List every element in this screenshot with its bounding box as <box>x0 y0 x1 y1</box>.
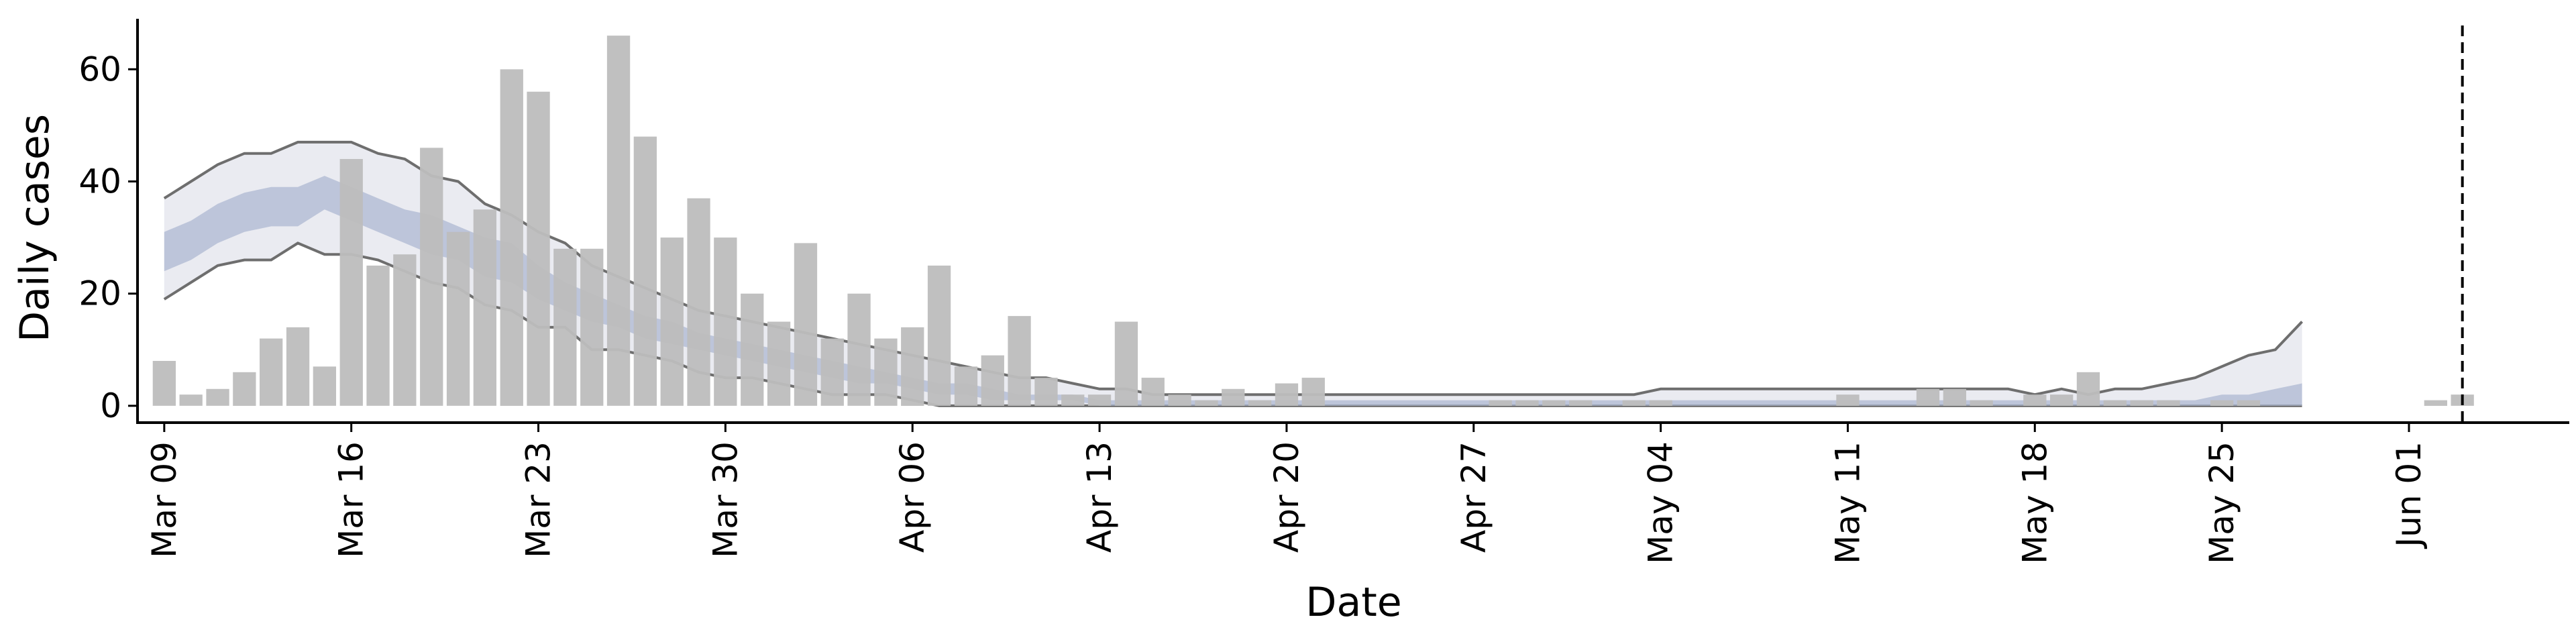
case-bar <box>260 338 283 406</box>
case-bar <box>1222 388 1245 406</box>
x-tick-label: Apr 13 <box>1080 441 1119 553</box>
case-bar <box>1970 400 1993 406</box>
axes <box>136 19 2569 424</box>
case-bar <box>1836 394 1860 406</box>
case-bar <box>1515 400 1539 406</box>
case-bar <box>2103 400 2127 406</box>
x-axis-title: Date <box>1305 579 1401 626</box>
y-tick-label: 40 <box>78 162 121 201</box>
case-bar <box>527 91 550 406</box>
case-bar <box>2023 394 2047 406</box>
case-bar <box>446 231 470 406</box>
y-ticks: 0 20 40 60 <box>78 50 138 425</box>
y-axis-title: Daily cases <box>11 114 58 342</box>
case-bar <box>1114 321 1138 406</box>
case-bar <box>901 327 924 406</box>
case-bar <box>313 366 336 406</box>
x-tick-label: May 11 <box>1829 441 1868 564</box>
case-bar <box>1195 400 1218 406</box>
case-bar <box>954 366 978 406</box>
case-bar <box>2050 394 2074 406</box>
case-bar <box>1943 388 1966 406</box>
case-bar <box>2210 400 2234 406</box>
case-bar <box>1248 400 1272 406</box>
case-bar <box>714 237 737 406</box>
case-bar <box>2424 400 2447 406</box>
x-tick-label: May 04 <box>1642 441 1680 564</box>
x-tick-label: Mar 16 <box>332 441 371 558</box>
daily-case-bars <box>152 36 2474 407</box>
case-bar <box>1061 394 1085 406</box>
case-bar <box>286 327 310 406</box>
case-bar <box>820 338 844 406</box>
case-bar <box>847 293 871 406</box>
case-bar <box>366 265 390 406</box>
case-bar <box>1034 378 1058 406</box>
case-bar <box>687 198 710 406</box>
x-tick-label: Apr 20 <box>1267 441 1306 553</box>
case-bar <box>794 243 818 406</box>
case-bar <box>1569 400 1593 406</box>
x-tick-label: May 18 <box>2015 441 2054 564</box>
case-bar <box>1087 394 1112 406</box>
case-bar <box>874 338 898 406</box>
case-bar <box>660 237 684 406</box>
case-bar <box>606 36 631 406</box>
case-bar <box>2130 400 2153 406</box>
case-bar <box>473 209 496 406</box>
case-bar <box>580 248 604 406</box>
y-tick-label: 0 <box>100 386 121 425</box>
case-bar <box>1916 388 1940 406</box>
case-bar <box>500 69 523 407</box>
case-bar <box>2157 400 2180 406</box>
case-bar <box>233 372 256 406</box>
case-bar <box>420 148 443 406</box>
x-tick-label: Jun 01 <box>2390 441 2428 549</box>
case-bar <box>1301 378 1325 406</box>
case-bar <box>553 248 577 406</box>
x-ticks: Mar 09 Mar 16 Mar 23 Mar 30 Apr 06 Apr 13 Apr … <box>145 423 2428 564</box>
x-tick-label: Mar 09 <box>145 441 184 558</box>
case-bar <box>767 321 791 406</box>
case-bar <box>1008 316 1031 406</box>
case-bar <box>927 265 951 406</box>
case-bar <box>393 254 417 406</box>
case-bar <box>981 355 1004 406</box>
case-bar <box>1275 383 1299 406</box>
x-tick-label: Apr 27 <box>1454 441 1493 553</box>
case-bar <box>1168 394 1191 406</box>
case-bar <box>1489 400 1512 406</box>
case-bar <box>206 388 229 406</box>
case-bar <box>179 394 203 406</box>
case-bar <box>741 293 764 406</box>
x-tick-label: May 25 <box>2202 441 2241 564</box>
case-bar <box>152 361 176 406</box>
case-bar <box>1622 400 1646 406</box>
case-bar <box>1141 378 1165 406</box>
case-bar <box>2237 400 2261 406</box>
x-tick-label: Mar 23 <box>519 441 558 558</box>
case-bar <box>2076 372 2100 406</box>
y-tick-label: 60 <box>78 50 121 89</box>
case-bar <box>633 136 657 406</box>
x-tick-label: Mar 30 <box>706 441 745 558</box>
x-tick-label: Apr 06 <box>893 441 932 553</box>
case-bar <box>339 159 363 406</box>
case-bar <box>1649 400 1672 406</box>
case-bar <box>1542 400 1566 406</box>
y-tick-label: 20 <box>78 274 121 313</box>
